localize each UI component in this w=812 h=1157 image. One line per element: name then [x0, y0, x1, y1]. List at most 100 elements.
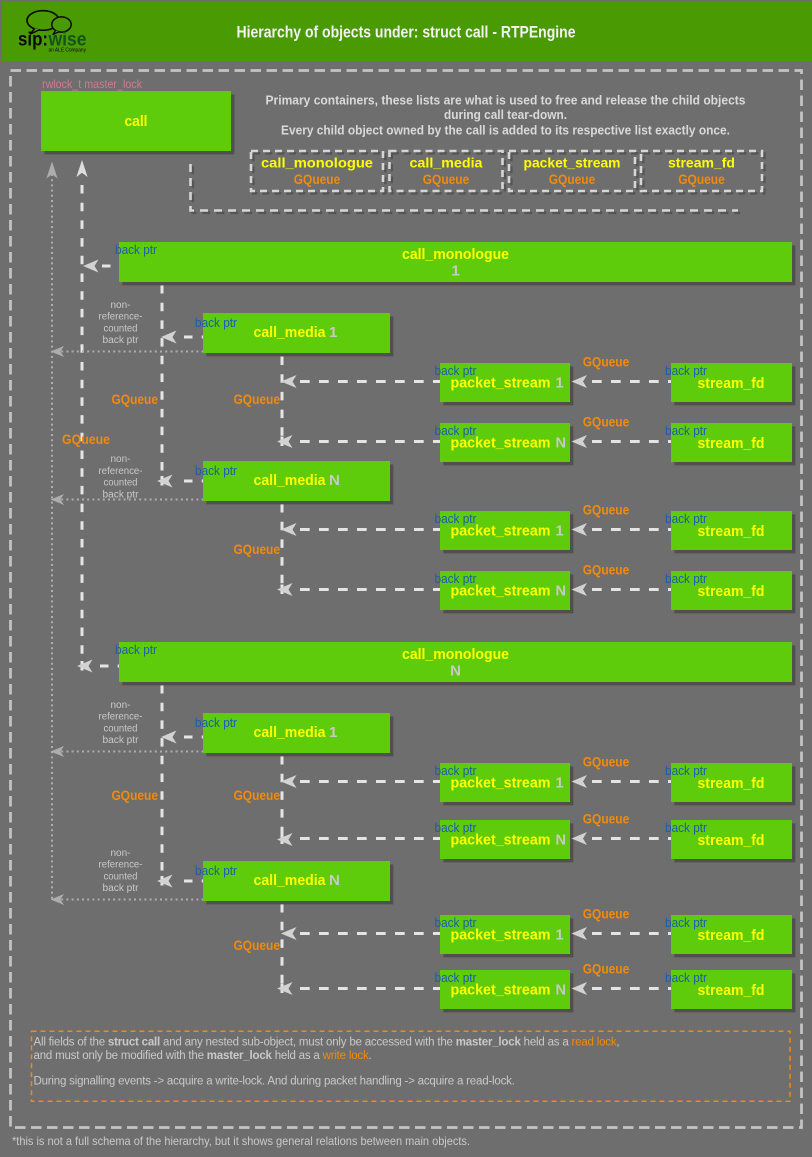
- svg-text:non-: non-: [111, 300, 131, 311]
- svg-text:N: N: [450, 663, 461, 680]
- svg-text:and must only be modified with: and must only be modified with the maste…: [34, 1050, 372, 1062]
- svg-text:GQueue: GQueue: [234, 542, 281, 557]
- svg-text:1: 1: [556, 376, 564, 392]
- svg-text:GQueue: GQueue: [62, 432, 110, 447]
- svg-text:GQueue: GQueue: [678, 172, 725, 187]
- svg-text:back ptr: back ptr: [195, 463, 238, 478]
- svg-text:back ptr: back ptr: [435, 423, 478, 438]
- svg-text:1: 1: [556, 776, 564, 792]
- svg-text:non-: non-: [111, 454, 131, 465]
- svg-text:Primary containers, these list: Primary containers, these lists are what…: [266, 93, 746, 108]
- svg-text:rwlock_t master_lock: rwlock_t master_lock: [42, 77, 143, 91]
- svg-text:counted: counted: [104, 478, 138, 489]
- svg-text:packet_stream: packet_stream: [451, 776, 551, 792]
- svg-text:packet_stream: packet_stream: [451, 376, 551, 392]
- svg-text:back ptr: back ptr: [665, 820, 708, 835]
- svg-text:1: 1: [451, 263, 459, 280]
- svg-text:GQueue: GQueue: [583, 812, 630, 827]
- svg-text:call_media: call_media: [254, 472, 327, 489]
- svg-text:Every child object owned by th: Every child object owned by the call is …: [281, 123, 730, 138]
- svg-text:wise: wise: [48, 30, 87, 51]
- svg-text:GQueue: GQueue: [294, 172, 341, 187]
- svg-text:N: N: [556, 833, 566, 849]
- svg-text:back ptr: back ptr: [195, 715, 238, 730]
- svg-text:back ptr: back ptr: [195, 315, 238, 330]
- svg-text:reference-: reference-: [99, 312, 143, 323]
- svg-text:call_media: call_media: [410, 155, 483, 171]
- svg-text:stream_fd: stream_fd: [698, 583, 765, 600]
- svg-text:back ptr: back ptr: [103, 335, 140, 346]
- svg-text:1: 1: [556, 524, 564, 540]
- svg-text:back ptr: back ptr: [103, 735, 140, 746]
- svg-text:non-: non-: [111, 700, 131, 711]
- svg-text:GQueue: GQueue: [583, 907, 630, 922]
- svg-text:back ptr: back ptr: [435, 915, 478, 930]
- svg-text:stream_fd: stream_fd: [668, 155, 735, 171]
- svg-text:GQueue: GQueue: [234, 788, 281, 803]
- svg-text:an ALE Company: an ALE Company: [49, 48, 87, 54]
- svg-text:GQueue: GQueue: [583, 415, 630, 430]
- svg-text:stream_fd: stream_fd: [698, 927, 765, 944]
- svg-text:reference-: reference-: [99, 712, 143, 723]
- svg-text:non-: non-: [111, 848, 131, 859]
- svg-text:back ptr: back ptr: [115, 642, 158, 657]
- svg-text:back ptr: back ptr: [665, 763, 708, 778]
- svg-text:GQueue: GQueue: [583, 503, 630, 518]
- svg-text:reference-: reference-: [99, 860, 143, 871]
- svg-text:packet_stream: packet_stream: [524, 155, 621, 171]
- svg-text:call_monologue: call_monologue: [402, 246, 509, 263]
- svg-text:back ptr: back ptr: [665, 511, 708, 526]
- svg-text:stream_fd: stream_fd: [698, 982, 765, 999]
- svg-text:back ptr: back ptr: [665, 915, 708, 930]
- svg-text:stream_fd: stream_fd: [698, 523, 765, 540]
- svg-text:N: N: [556, 436, 566, 452]
- svg-text:packet_stream: packet_stream: [451, 928, 551, 944]
- svg-text:GQueue: GQueue: [112, 788, 159, 803]
- svg-text:packet_stream: packet_stream: [451, 983, 551, 999]
- svg-text:stream_fd: stream_fd: [698, 832, 765, 849]
- svg-text:1: 1: [329, 724, 337, 741]
- svg-text:*this is not a full schema of: *this is not a full schema of the hierar…: [12, 1134, 470, 1148]
- svg-text:back ptr: back ptr: [435, 970, 478, 985]
- svg-text:call_media: call_media: [254, 324, 327, 341]
- svg-text:N: N: [556, 584, 566, 600]
- svg-text:1: 1: [329, 324, 337, 341]
- svg-text:back ptr: back ptr: [435, 363, 478, 378]
- svg-text:N: N: [329, 872, 340, 889]
- svg-text:call_media: call_media: [254, 872, 327, 889]
- svg-text:stream_fd: stream_fd: [698, 435, 765, 452]
- svg-text:GQueue: GQueue: [583, 755, 630, 770]
- svg-text:back ptr: back ptr: [435, 571, 478, 586]
- svg-text:reference-: reference-: [99, 466, 143, 477]
- svg-text:stream_fd: stream_fd: [698, 375, 765, 392]
- svg-text:Hierarchy of objects under: st: Hierarchy of objects under: struct call …: [237, 23, 576, 42]
- svg-text:stream_fd: stream_fd: [698, 775, 765, 792]
- svg-text:During signalling events -> ac: During signalling events -> acquire a wr…: [34, 1076, 515, 1088]
- svg-text:packet_stream: packet_stream: [451, 436, 551, 452]
- svg-text:sip:: sip:: [18, 30, 48, 51]
- svg-text:counted: counted: [104, 872, 138, 883]
- svg-text:call_monologue: call_monologue: [261, 155, 373, 171]
- svg-text:back ptr: back ptr: [435, 820, 478, 835]
- svg-text:N: N: [556, 983, 566, 999]
- svg-text:All fields of the struct call: All fields of the struct call and any ne…: [34, 1037, 620, 1049]
- svg-text:GQueue: GQueue: [234, 392, 281, 407]
- svg-text:call_monologue: call_monologue: [402, 646, 509, 663]
- svg-text:counted: counted: [104, 724, 138, 735]
- svg-text:1: 1: [556, 928, 564, 944]
- svg-text:back ptr: back ptr: [103, 490, 140, 501]
- svg-text:N: N: [329, 472, 340, 489]
- svg-text:GQueue: GQueue: [583, 563, 630, 578]
- svg-text:back ptr: back ptr: [665, 423, 708, 438]
- svg-text:GQueue: GQueue: [549, 172, 596, 187]
- svg-text:GQueue: GQueue: [112, 392, 159, 407]
- svg-text:GQueue: GQueue: [583, 355, 630, 370]
- svg-text:call: call: [125, 114, 148, 130]
- svg-text:call_media: call_media: [254, 724, 327, 741]
- svg-text:GQueue: GQueue: [234, 938, 281, 953]
- svg-text:back ptr: back ptr: [115, 242, 158, 257]
- svg-text:back ptr: back ptr: [665, 970, 708, 985]
- svg-text:packet_stream: packet_stream: [451, 524, 551, 540]
- svg-text:packet_stream: packet_stream: [451, 584, 551, 600]
- svg-text:back ptr: back ptr: [103, 883, 140, 894]
